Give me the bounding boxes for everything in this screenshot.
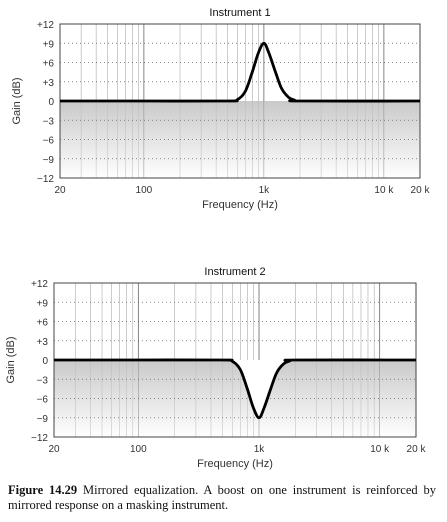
x-tick-label: 20 k <box>411 185 431 196</box>
figure-caption: Figure 14.29 Mirrored equalization. A bo… <box>8 483 436 513</box>
x-tick-label: 1k <box>259 185 271 196</box>
y-tick-label: +9 <box>37 298 49 309</box>
x-tick-label: 1k <box>254 444 266 455</box>
y-tick-label: −12 <box>31 433 48 444</box>
y-tick-label: +12 <box>31 279 48 290</box>
y-tick-label: +6 <box>37 318 49 329</box>
eq-response-curve <box>59 41 421 103</box>
x-tick-label: 20 k <box>407 444 427 455</box>
x-tick-label: 10 k <box>370 444 390 455</box>
y-tick-label: −6 <box>37 395 49 406</box>
y-tick-label: +9 <box>43 39 55 50</box>
y-tick-label: −9 <box>37 414 49 425</box>
y-axis-label: Gain (dB) <box>5 336 17 383</box>
caption-label: Figure 14.29 <box>8 483 78 497</box>
x-tick-label: 10 k <box>374 185 394 196</box>
x-axis-label: Frequency (Hz) <box>202 199 278 211</box>
y-tick-label: +12 <box>37 20 54 31</box>
y-tick-label: −6 <box>43 136 55 147</box>
caption-text: Mirrored equalization. A boost on one in… <box>8 483 436 512</box>
y-tick-label: +6 <box>43 59 55 70</box>
x-tick-label: 20 <box>54 185 66 196</box>
y-tick-label: +3 <box>43 78 55 89</box>
x-tick-label: 20 <box>48 444 60 455</box>
x-tick-label: 100 <box>130 444 147 455</box>
y-tick-label: +3 <box>37 337 49 348</box>
y-tick-label: −3 <box>43 116 55 127</box>
y-tick-label: 0 <box>42 356 48 367</box>
y-tick-label: 0 <box>48 97 54 108</box>
eq-response-curve <box>54 358 417 420</box>
y-tick-label: −12 <box>37 174 54 185</box>
y-axis-label: Gain (dB) <box>11 77 23 124</box>
y-tick-label: −3 <box>37 375 49 386</box>
chart-title: Instrument 2 <box>204 266 265 278</box>
chart-title: Instrument 1 <box>209 7 270 19</box>
x-tick-label: 100 <box>136 185 153 196</box>
y-tick-label: −9 <box>43 155 55 166</box>
x-axis-label: Frequency (Hz) <box>197 458 273 470</box>
